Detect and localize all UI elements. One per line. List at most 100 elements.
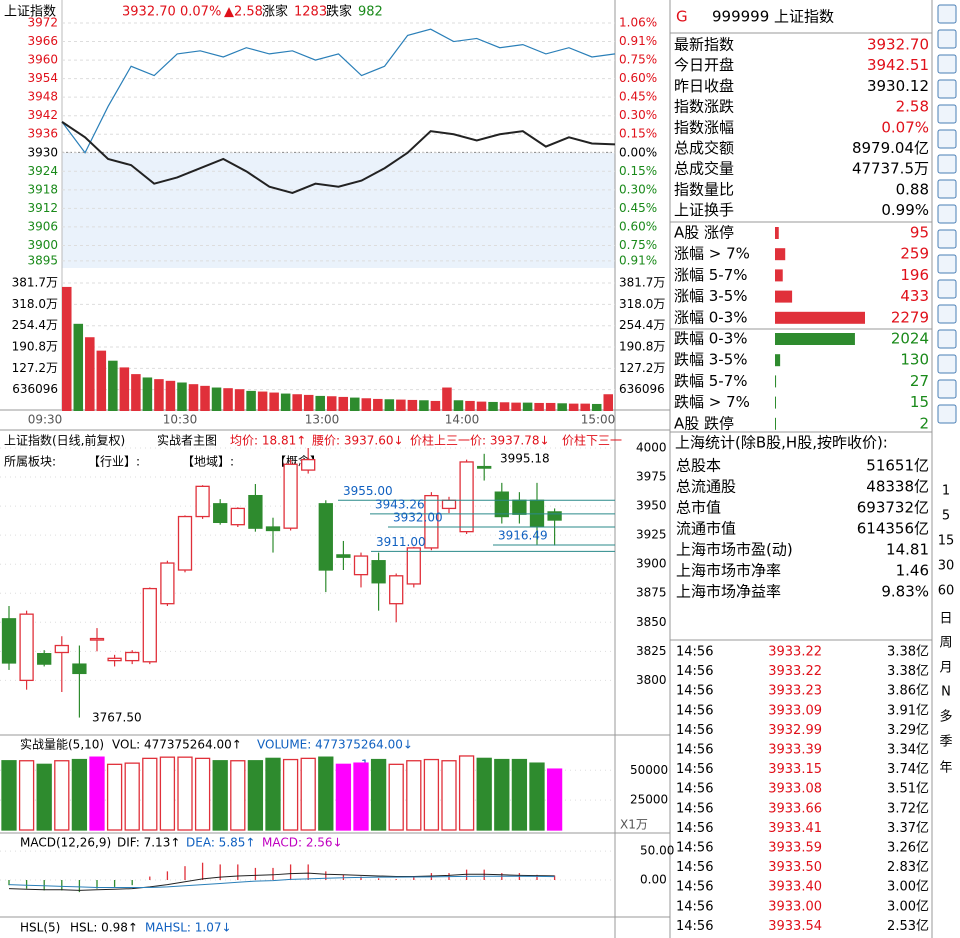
volume-bar [580, 403, 590, 411]
tick-time: 14:56 [676, 723, 713, 738]
breadth-label: 涨幅 > 7% [674, 245, 750, 263]
below-prev-close-shade [62, 153, 615, 268]
candle-body [19, 613, 34, 682]
tick-price: 3933.41 [768, 821, 822, 836]
tool-icon[interactable] [937, 129, 957, 149]
candle-body [512, 499, 527, 515]
time-label: 15:00 [581, 413, 616, 427]
period-button[interactable]: 30 [938, 559, 955, 574]
vol-value: VOL: 477375264.00↑ [112, 738, 242, 752]
tick-time: 14:56 [676, 782, 713, 797]
tick-amount: 3.00亿 [887, 880, 929, 895]
vol-tick-label: 127.2万 [12, 361, 58, 375]
vol-tick-label: 318.0万 [619, 297, 665, 311]
tool-icon[interactable] [937, 329, 957, 349]
volume-bar [373, 398, 383, 411]
period-button[interactable]: N [941, 685, 951, 700]
candle-body [248, 494, 263, 529]
candle-body [283, 463, 298, 529]
quote-label: 上证换手 [674, 201, 734, 219]
tool-icon[interactable] [937, 304, 957, 324]
price-tick-label: 3895 [27, 253, 58, 267]
daily-volume-bar [159, 756, 176, 831]
macd-title: MACD(12,26,9) [20, 836, 111, 850]
volume-bar [396, 399, 406, 411]
period-button[interactable]: 年 [939, 761, 952, 776]
down-count: 982 [358, 5, 383, 20]
breadth-count: 196 [900, 266, 929, 284]
tool-icon[interactable] [937, 79, 957, 99]
tool-icon[interactable] [937, 204, 957, 224]
tool-icon[interactable] [937, 4, 957, 24]
candle-body [477, 465, 492, 469]
tick-time: 14:56 [676, 801, 713, 816]
candle-body [353, 555, 369, 576]
pct-tick-label: 0.91% [619, 34, 657, 48]
pct-tick-label: 0.60% [619, 219, 657, 233]
period-button[interactable]: 月 [939, 661, 952, 676]
quote-label: 指数涨幅 [674, 118, 734, 136]
vol-tick-label: 381.7万 [12, 276, 58, 290]
stats-label: 上海市场市盈(动) [676, 541, 793, 559]
period-button[interactable]: 1 [942, 484, 950, 499]
tick-amount: 3.91亿 [887, 703, 929, 718]
volume-bar [453, 400, 464, 411]
volume-bar [361, 398, 372, 411]
tool-icon[interactable] [937, 104, 957, 124]
tick-amount: 2.53亿 [887, 919, 929, 934]
tick-time: 14:56 [676, 762, 713, 777]
period-button[interactable]: 日 [939, 612, 952, 627]
daily-volume-bar [212, 760, 228, 831]
tool-icon[interactable] [937, 229, 957, 249]
quote-label: 昨日收盘 [674, 77, 734, 95]
time-label: 10:30 [163, 413, 198, 427]
high-label: 3995.18 [500, 452, 550, 466]
period-button[interactable]: 季 [939, 735, 952, 750]
kline-tick-label: 3950 [636, 499, 667, 513]
tool-icon[interactable] [937, 404, 957, 424]
tool-icon[interactable] [937, 354, 957, 374]
candle-body [406, 547, 421, 585]
kline-tick-label: 4000 [636, 441, 667, 455]
period-button[interactable]: 周 [939, 636, 952, 651]
breadth-count: 95 [910, 224, 929, 242]
change-pct: 0.07% [180, 5, 221, 20]
daily-volume-bar [476, 757, 492, 831]
stats-label: 总股本 [676, 457, 721, 475]
daily-volume-bar [423, 758, 440, 831]
volume-bar [85, 337, 95, 411]
tick-amount: 3.37亿 [887, 821, 929, 836]
stats-label: 上海市场净益率 [676, 583, 781, 601]
volume-bar [303, 394, 314, 411]
region[interactable]: 【地域】: [182, 455, 234, 469]
industry[interactable]: 【行业】: [88, 455, 140, 469]
candle-body [107, 657, 122, 662]
tool-icon[interactable] [937, 179, 957, 199]
tool-icon[interactable] [937, 54, 957, 74]
period-button[interactable]: 5 [942, 509, 950, 524]
volume-bar [511, 402, 521, 411]
tick-time: 14:56 [676, 841, 713, 856]
volume-bar [73, 323, 84, 411]
daily-volume-bar [36, 763, 52, 831]
period-button[interactable]: 60 [938, 584, 955, 599]
tool-icon[interactable] [937, 379, 957, 399]
tool-icon[interactable] [937, 254, 957, 274]
code: 999999 [712, 8, 769, 26]
candle-body [459, 461, 474, 533]
volume-bar [476, 401, 487, 411]
time-label: 13:00 [305, 413, 340, 427]
vol-tick-label: 636096 [12, 382, 58, 396]
vol-tick-label: 127.2万 [619, 361, 665, 375]
tool-icon[interactable] [937, 279, 957, 299]
up-count: 1283 [294, 5, 327, 20]
period-button[interactable]: 15 [938, 534, 955, 549]
period-button[interactable]: 多 [939, 709, 952, 725]
price-tick-label: 3948 [27, 90, 58, 104]
tick-price: 3932.99 [768, 723, 822, 738]
tick-price: 3933.00 [768, 899, 822, 914]
tool-icon[interactable] [937, 29, 957, 49]
tool-icon[interactable] [937, 154, 957, 174]
tick-amount: 3.26亿 [887, 841, 929, 856]
price-tick-label: 3912 [27, 201, 58, 215]
